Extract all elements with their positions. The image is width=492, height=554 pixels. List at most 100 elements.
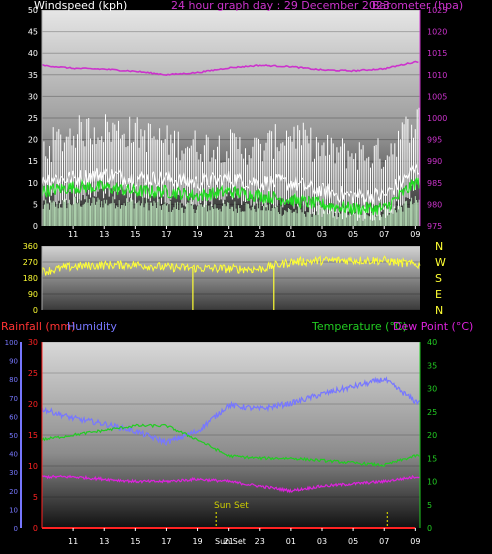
windspeed-tick-label: 30 bbox=[28, 92, 38, 101]
rainfall-tick-label: 5 bbox=[33, 493, 38, 502]
windspeed-tick-label: 5 bbox=[33, 200, 38, 209]
windspeed-tick-label: 20 bbox=[28, 136, 38, 145]
compass-n-bottom: N bbox=[435, 304, 443, 317]
temperature-axis-title: Temperature (°C) bbox=[311, 320, 407, 333]
bottom-x-tick-label: 09 bbox=[410, 537, 420, 546]
barometer-tick-label: 1025 bbox=[427, 6, 447, 15]
humidity-tick-label: 40 bbox=[9, 451, 18, 459]
bottom-panel-background bbox=[42, 342, 420, 528]
humidity-tick-label: 50 bbox=[9, 432, 18, 440]
direction-tick-label: 270 bbox=[23, 258, 38, 267]
compass-e: E bbox=[435, 288, 442, 301]
compass-n-top: N bbox=[435, 240, 443, 253]
direction-panel-background bbox=[42, 246, 420, 310]
windspeed-tick-label: 40 bbox=[28, 49, 38, 58]
wind-x-tick-label: 17 bbox=[161, 230, 171, 239]
barometer-tick-label: 990 bbox=[427, 157, 442, 166]
barometer-series bbox=[41, 60, 419, 77]
bottom-x-tick-label: 21 bbox=[224, 537, 234, 546]
wind-x-tick-label: 03 bbox=[317, 230, 327, 239]
direction-tick-label: 90 bbox=[28, 290, 38, 299]
wind-x-tick-label: 09 bbox=[410, 230, 420, 239]
humidity-axis-title: Humidity bbox=[67, 320, 117, 333]
barometer-tick-label: 985 bbox=[427, 179, 442, 188]
compass-w: W bbox=[435, 256, 446, 269]
rainfall-tick-label: 30 bbox=[28, 338, 38, 347]
humidity-series bbox=[41, 376, 421, 447]
windspeed-tick-label: 15 bbox=[28, 157, 38, 166]
temperature-tick-label: 0 bbox=[427, 524, 432, 533]
bottom-x-tick-label: 05 bbox=[348, 537, 358, 546]
bottom-x-tick-label: 19 bbox=[192, 537, 202, 546]
barometer-tick-label: 1020 bbox=[427, 28, 447, 37]
rainfall-tick-label: 20 bbox=[28, 400, 38, 409]
windspeed-tick-label: 50 bbox=[28, 6, 38, 15]
bottom-x-tick-label: 11 bbox=[68, 537, 78, 546]
dew-point-axis-title: Dew Point (°C) bbox=[393, 320, 473, 333]
humidity-tick-label: 20 bbox=[9, 488, 18, 496]
windspeed-tick-label: 45 bbox=[28, 28, 38, 37]
rainfall-tick-label: 10 bbox=[28, 462, 38, 471]
windspeed-tick-label: 25 bbox=[28, 114, 38, 123]
humidity-tick-label: 70 bbox=[9, 395, 18, 403]
wind-x-tick-label: 01 bbox=[286, 230, 296, 239]
wind-direction-series bbox=[41, 255, 421, 277]
wind-average-series bbox=[41, 163, 420, 206]
barometer-tick-label: 1015 bbox=[427, 49, 447, 58]
direction-tick-label: 180 bbox=[23, 274, 38, 283]
graph-date-title: 24 hour graph day : 29 December 2023 bbox=[171, 0, 390, 12]
bottom-x-tick-label: 23 bbox=[255, 537, 265, 546]
windspeed-tick-label: 10 bbox=[28, 179, 38, 188]
humidity-tick-label: 60 bbox=[9, 413, 18, 421]
humidity-tick-label: 100 bbox=[5, 339, 18, 347]
rainfall-tick-label: 15 bbox=[28, 431, 38, 440]
sun-set-axis-label: Sun Set bbox=[215, 537, 246, 546]
humidity-tick-label: 80 bbox=[9, 376, 18, 384]
bottom-x-tick-label: 17 bbox=[161, 537, 171, 546]
humidity-tick-label: 10 bbox=[9, 506, 18, 514]
temperature-tick-label: 25 bbox=[427, 408, 437, 417]
humidity-tick-label: 30 bbox=[9, 469, 18, 477]
wind-average-green-series bbox=[41, 176, 421, 216]
temperature-series bbox=[41, 423, 420, 467]
bottom-x-tick-label: 07 bbox=[379, 537, 389, 546]
barometer-tick-label: 1005 bbox=[427, 92, 447, 101]
barometer-tick-label: 1010 bbox=[427, 71, 447, 80]
temperature-tick-label: 20 bbox=[427, 431, 437, 440]
bottom-x-tick-label: 01 bbox=[286, 537, 296, 546]
windspeed-axis-title: Windspeed (kph) bbox=[34, 0, 127, 12]
bottom-x-tick-label: 15 bbox=[130, 537, 140, 546]
humidity-tick-label: 0 bbox=[14, 525, 18, 533]
rainfall-tick-label: 0 bbox=[33, 524, 38, 533]
compass-s: S bbox=[435, 272, 442, 285]
direction-tick-label: 0 bbox=[33, 306, 38, 315]
barometer-tick-label: 975 bbox=[427, 222, 442, 231]
temperature-tick-label: 35 bbox=[427, 361, 437, 370]
wind-x-tick-label: 23 bbox=[255, 230, 265, 239]
bottom-x-tick-label: 03 bbox=[317, 537, 327, 546]
temperature-tick-label: 40 bbox=[427, 338, 437, 347]
wind-x-tick-label: 21 bbox=[224, 230, 234, 239]
barometer-tick-label: 995 bbox=[427, 136, 442, 145]
wind-x-tick-label: 13 bbox=[99, 230, 109, 239]
direction-tick-label: 360 bbox=[23, 242, 38, 251]
wind-x-tick-label: 11 bbox=[68, 230, 78, 239]
dew-point-series bbox=[41, 474, 421, 494]
temperature-tick-label: 15 bbox=[427, 454, 437, 463]
wind-x-tick-label: 05 bbox=[348, 230, 358, 239]
temperature-tick-label: 30 bbox=[427, 385, 437, 394]
windspeed-tick-label: 35 bbox=[28, 71, 38, 80]
axes: 0510152025303540455097598098599099510001… bbox=[5, 6, 448, 546]
barometer-axis-title: Barometer (hpa) bbox=[372, 0, 463, 12]
temperature-tick-label: 5 bbox=[427, 501, 432, 510]
wind-x-tick-label: 15 bbox=[130, 230, 140, 239]
barometer-tick-label: 1000 bbox=[427, 114, 447, 123]
humidity-tick-label: 90 bbox=[9, 358, 18, 366]
wind-x-tick-label: 19 bbox=[192, 230, 202, 239]
wind-x-tick-label: 07 bbox=[379, 230, 389, 239]
barometer-tick-label: 980 bbox=[427, 200, 442, 209]
windspeed-tick-label: 0 bbox=[33, 222, 38, 231]
rainfall-axis-title: Rainfall (mm) bbox=[1, 320, 75, 333]
sun-set-label: Sun Set bbox=[214, 501, 249, 511]
